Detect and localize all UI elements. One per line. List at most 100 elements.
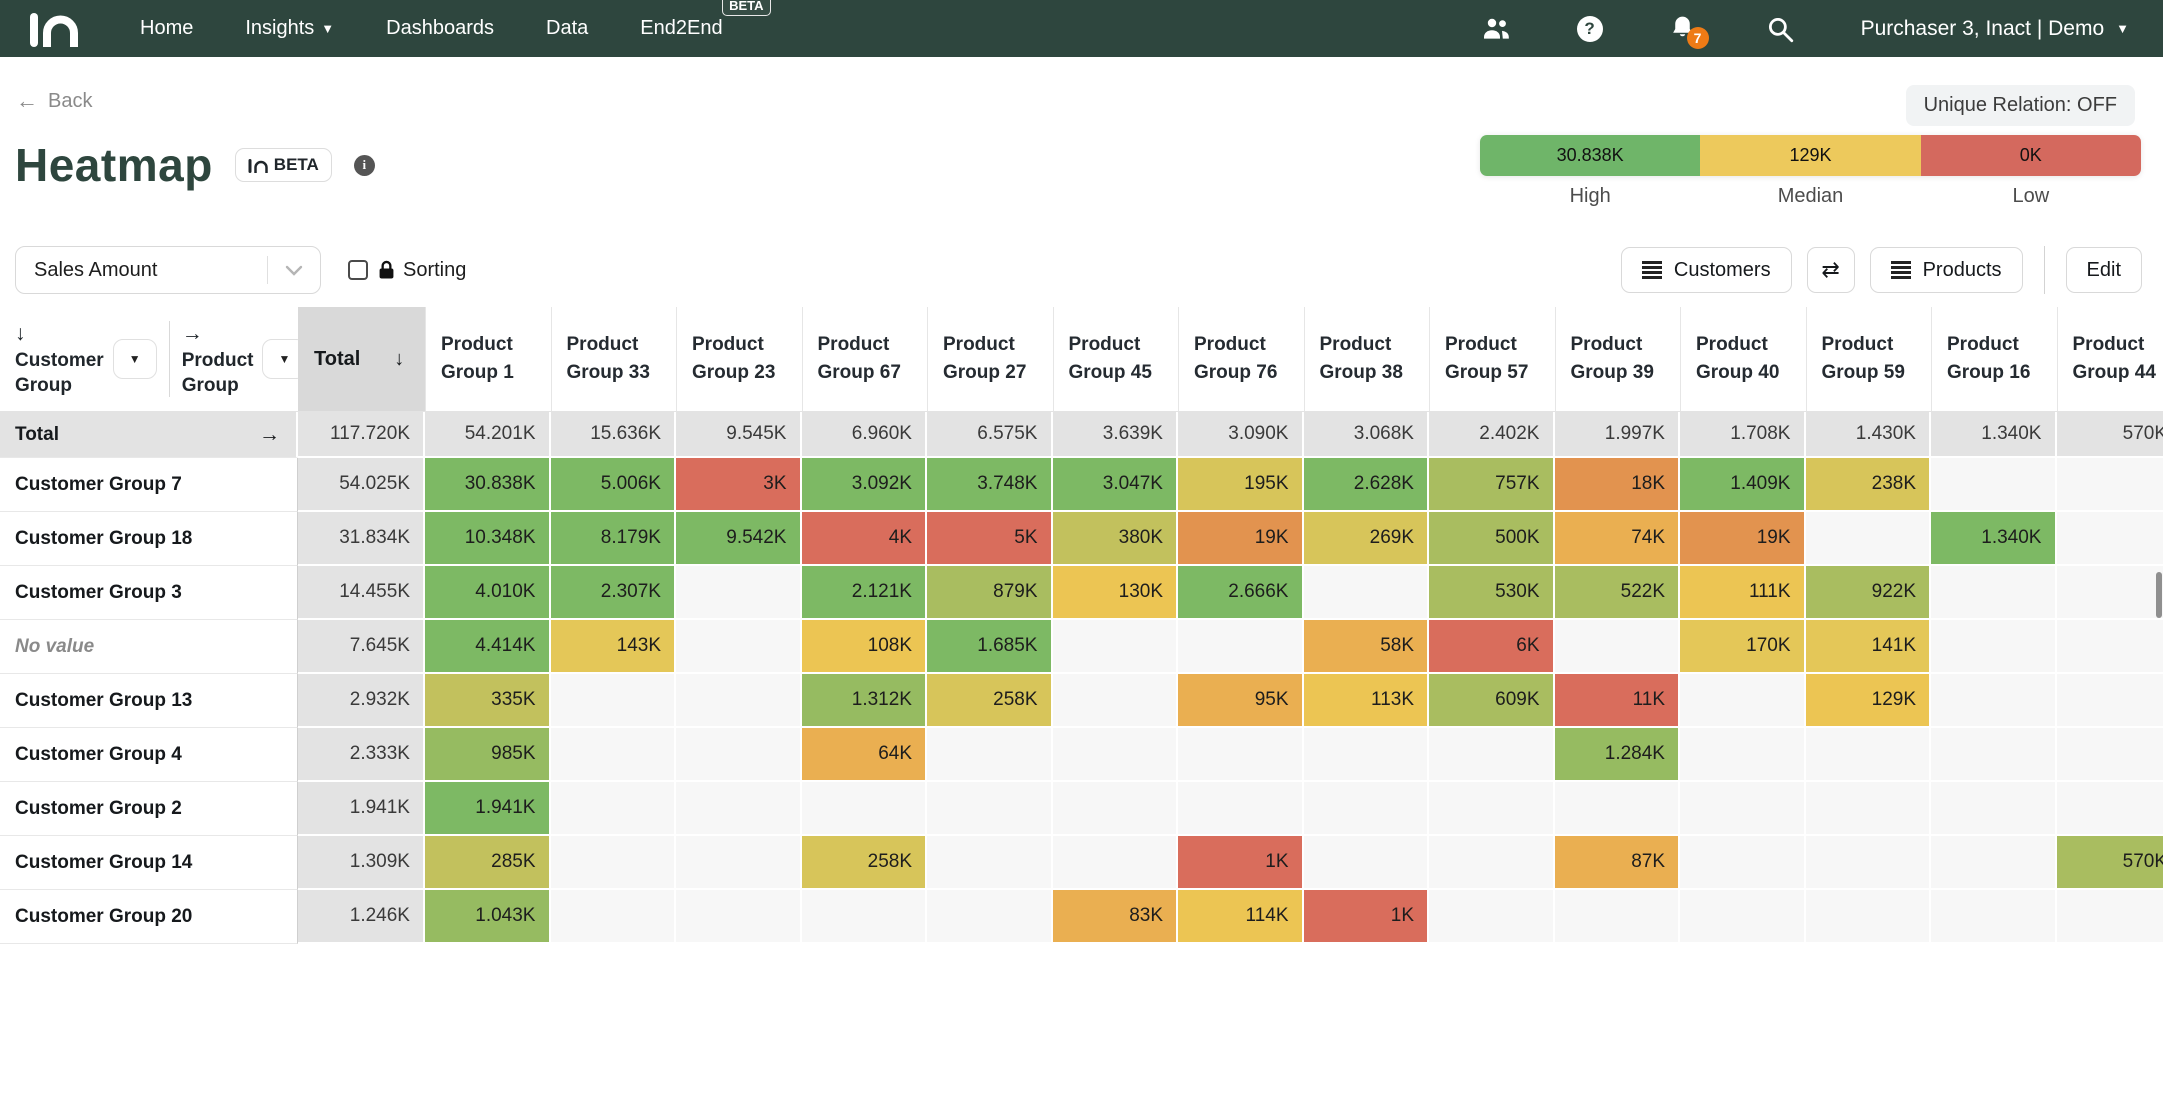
heatmap-cell[interactable]: 922K — [1805, 566, 1931, 620]
heatmap-cell[interactable]: 58K — [1303, 620, 1429, 674]
heatmap-cell[interactable]: 108K — [801, 620, 927, 674]
back-button[interactable]: ← Back — [16, 88, 92, 114]
heatmap-cell[interactable]: 87K — [1554, 836, 1680, 890]
heatmap-cell[interactable]: 3.748K — [927, 458, 1053, 512]
unique-relation-toggle[interactable]: Unique Relation: OFF — [1905, 85, 2135, 126]
column-header[interactable]: Product Group 16 — [1931, 307, 2057, 411]
heatmap-cell[interactable]: 130K — [1052, 566, 1178, 620]
heatmap-cell[interactable]: 8.179K — [550, 512, 676, 566]
heatmap-cell[interactable]: 985K — [425, 728, 551, 782]
heatmap-cell[interactable]: 114K — [1178, 890, 1304, 944]
heatmap-cell[interactable]: 64K — [801, 728, 927, 782]
heatmap-cell[interactable]: 1K — [1303, 890, 1429, 944]
info-icon[interactable]: i — [353, 154, 375, 176]
heatmap-cell[interactable]: 1.284K — [1554, 728, 1680, 782]
heatmap-cell[interactable]: 1.941K — [425, 782, 551, 836]
nav-item-data[interactable]: Data — [546, 17, 588, 40]
heatmap-cell[interactable]: 170K — [1680, 620, 1806, 674]
heatmap-cell[interactable]: 3K — [676, 458, 802, 512]
nav-item-home[interactable]: Home — [140, 17, 193, 40]
heatmap-cell[interactable]: 2.666K — [1178, 566, 1304, 620]
products-button[interactable]: Products — [1869, 247, 2023, 293]
notifications-bell-icon[interactable]: 7 — [1669, 14, 1709, 49]
users-icon[interactable] — [1481, 14, 1511, 44]
heatmap-cell[interactable]: 9.542K — [676, 512, 802, 566]
heatmap-cell[interactable]: 141K — [1805, 620, 1931, 674]
heatmap-cell[interactable]: 500K — [1429, 512, 1555, 566]
user-menu[interactable]: Purchaser 3, Inact | Demo ▼ — [1861, 17, 2129, 41]
heatmap-cell[interactable]: 570K — [2056, 836, 2163, 890]
heatmap-cell[interactable]: 129K — [1805, 674, 1931, 728]
heatmap-cell[interactable]: 3.047K — [1052, 458, 1178, 512]
heatmap-cell[interactable]: 1K — [1178, 836, 1304, 890]
heatmap-cell[interactable]: 380K — [1052, 512, 1178, 566]
column-header[interactable]: Product Group 44 — [2056, 307, 2163, 411]
edit-button[interactable]: Edit — [2065, 247, 2142, 293]
heatmap-cell[interactable]: 4K — [801, 512, 927, 566]
heatmap-cell[interactable]: 4.414K — [425, 620, 551, 674]
heatmap-cell[interactable]: 95K — [1178, 674, 1304, 728]
heatmap-cell[interactable]: 530K — [1429, 566, 1555, 620]
column-header[interactable]: Product Group 27 — [927, 307, 1053, 411]
vertical-scrollbar[interactable] — [2156, 572, 2162, 618]
heatmap-cell[interactable]: 74K — [1554, 512, 1680, 566]
row-label[interactable]: Customer Group 4 — [0, 728, 298, 782]
column-header[interactable]: Product Group 38 — [1303, 307, 1429, 411]
column-header[interactable]: Product Group 1 — [425, 307, 551, 411]
swap-axes-button[interactable]: ⇄ — [1806, 247, 1855, 293]
column-header[interactable]: Product Group 23 — [676, 307, 802, 411]
heatmap-cell[interactable]: 609K — [1429, 674, 1555, 728]
row-label[interactable]: Customer Group 14 — [0, 836, 298, 890]
row-dimension-dropdown[interactable]: ▼ — [112, 339, 157, 379]
heatmap-cell[interactable]: 195K — [1178, 458, 1304, 512]
heatmap-cell[interactable]: 269K — [1303, 512, 1429, 566]
heatmap-cell[interactable]: 19K — [1680, 512, 1806, 566]
heatmap-cell[interactable]: 19K — [1178, 512, 1304, 566]
heatmap-cell[interactable]: 2.628K — [1303, 458, 1429, 512]
heatmap-cell[interactable]: 1.685K — [927, 620, 1053, 674]
help-icon[interactable]: ? — [1576, 15, 1603, 42]
heatmap-cell[interactable]: 18K — [1554, 458, 1680, 512]
heatmap-cell[interactable]: 30.838K — [425, 458, 551, 512]
inact-logo-icon[interactable] — [28, 11, 80, 47]
nav-item-insights[interactable]: Insights ▼ — [245, 17, 334, 40]
column-header[interactable]: Product Group 33 — [550, 307, 676, 411]
column-header[interactable]: Product Group 39 — [1554, 307, 1680, 411]
heatmap-cell[interactable]: 238K — [1805, 458, 1931, 512]
heatmap-cell[interactable]: 83K — [1052, 890, 1178, 944]
total-column-header[interactable]: Total ↓ — [298, 307, 425, 411]
column-header[interactable]: Product Group 57 — [1429, 307, 1555, 411]
heatmap-cell[interactable]: 10.348K — [425, 512, 551, 566]
heatmap-cell[interactable]: 5.006K — [550, 458, 676, 512]
heatmap-cell[interactable]: 757K — [1429, 458, 1555, 512]
row-label[interactable]: Customer Group 20 — [0, 890, 298, 944]
heatmap-cell[interactable]: 2.307K — [550, 566, 676, 620]
heatmap-cell[interactable]: 1.340K — [1931, 512, 2057, 566]
sorting-checkbox[interactable] — [348, 260, 368, 280]
heatmap-cell[interactable]: 335K — [425, 674, 551, 728]
column-header[interactable]: Product Group 45 — [1052, 307, 1178, 411]
column-header[interactable]: Product Group 67 — [801, 307, 927, 411]
row-label[interactable]: Customer Group 13 — [0, 674, 298, 728]
heatmap-cell[interactable]: 5K — [927, 512, 1053, 566]
heatmap-cell[interactable]: 285K — [425, 836, 551, 890]
heatmap-cell[interactable]: 258K — [801, 836, 927, 890]
column-header[interactable]: Product Group 59 — [1805, 307, 1931, 411]
heatmap-cell[interactable]: 2.121K — [801, 566, 927, 620]
heatmap-cell[interactable]: 258K — [927, 674, 1053, 728]
nav-item-dashboards[interactable]: Dashboards — [386, 17, 494, 40]
measure-select[interactable]: Sales Amount — [15, 246, 321, 294]
heatmap-cell[interactable]: 4.010K — [425, 566, 551, 620]
column-header[interactable]: Product Group 40 — [1680, 307, 1806, 411]
heatmap-cell[interactable]: 1.409K — [1680, 458, 1806, 512]
heatmap-cell[interactable]: 11K — [1554, 674, 1680, 728]
heatmap-cell[interactable]: 1.043K — [425, 890, 551, 944]
heatmap-cell[interactable]: 522K — [1554, 566, 1680, 620]
row-label[interactable]: Customer Group 2 — [0, 782, 298, 836]
heatmap-cell[interactable]: 143K — [550, 620, 676, 674]
search-icon[interactable] — [1765, 14, 1795, 44]
row-label[interactable]: Customer Group 3 — [0, 566, 298, 620]
row-label[interactable]: Customer Group 7 — [0, 458, 298, 512]
heatmap-cell[interactable]: 1.312K — [801, 674, 927, 728]
heatmap-cell[interactable]: 6K — [1429, 620, 1555, 674]
